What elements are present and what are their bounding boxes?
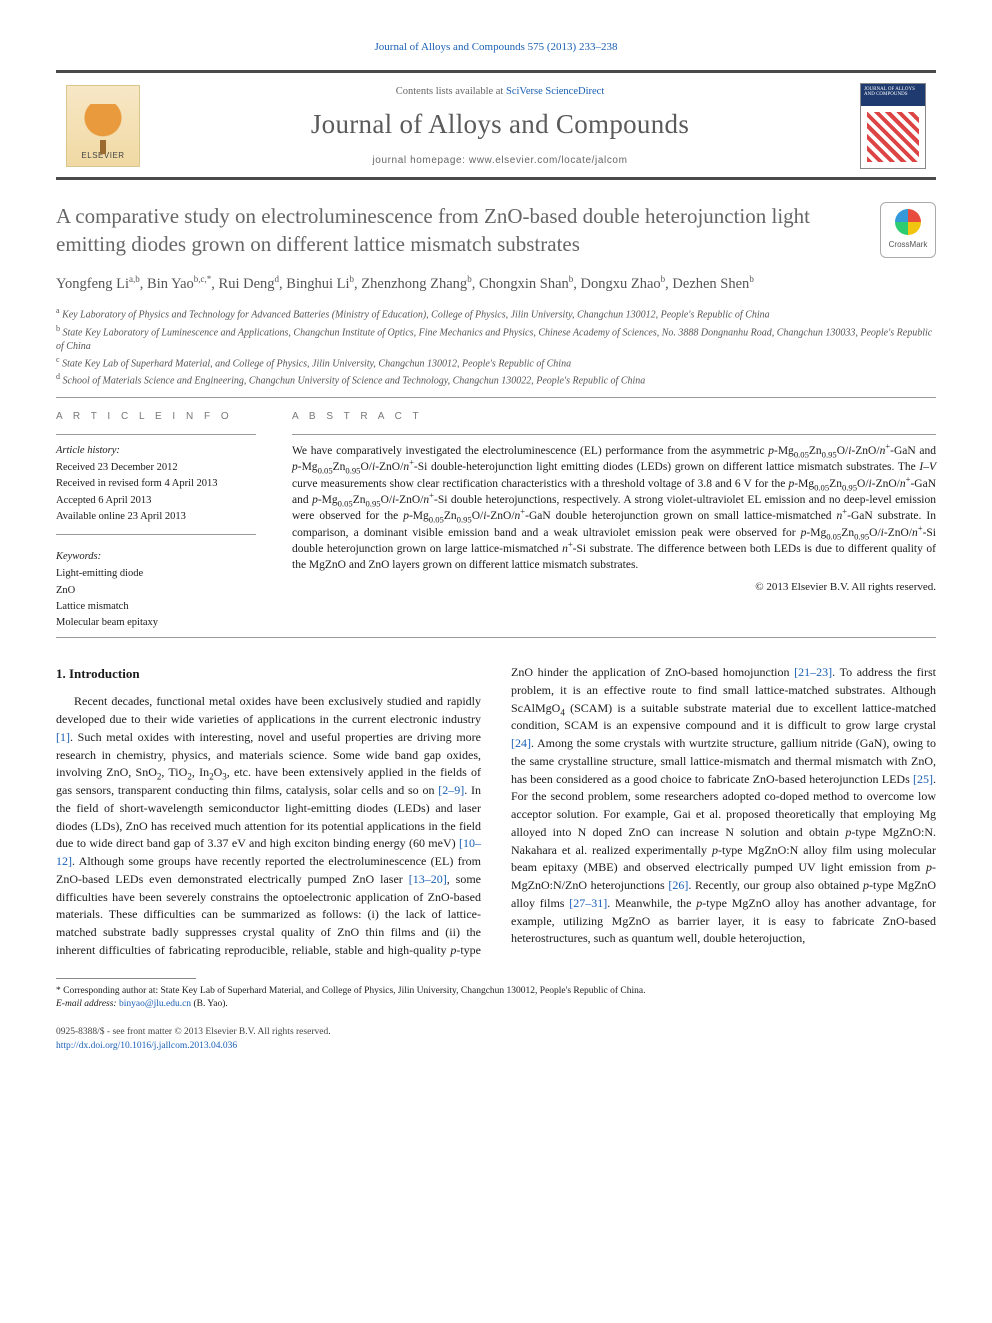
history-item: Received in revised form 4 April 2013 [56, 476, 256, 491]
homepage-prefix: journal homepage: [372, 155, 468, 166]
divider [56, 434, 256, 435]
footnotes: * Corresponding author at: State Key Lab… [56, 985, 936, 1011]
email-label: E-mail address: [56, 999, 117, 1009]
header-center: Contents lists available at SciVerse Sci… [156, 84, 844, 169]
citation-link[interactable]: Journal of Alloys and Compounds 575 (201… [375, 41, 618, 53]
authors-list: Yongfeng Lia,b, Bin Yaob,c,*, Rui Dengd,… [56, 273, 936, 296]
affiliation-c: c State Key Lab of Superhard Material, a… [56, 354, 936, 371]
cover-image-icon [867, 112, 919, 162]
contents-line: Contents lists available at SciVerse Sci… [156, 84, 844, 99]
doi-link[interactable]: http://dx.doi.org/10.1016/j.jallcom.2013… [56, 1041, 237, 1051]
history-label: Article history: [56, 443, 256, 458]
corresponding-email-link[interactable]: binyao@jlu.edu.cn [119, 999, 191, 1009]
footnote-separator [56, 978, 196, 979]
keyword-item: Light-emitting diode [56, 566, 256, 581]
abstract-text: We have comparatively investigated the e… [292, 443, 936, 574]
keywords-label: Keywords: [56, 549, 256, 564]
affiliation-b: b State Key Laboratory of Luminescence a… [56, 323, 936, 354]
keyword-item: ZnO [56, 583, 256, 598]
abstract-copyright: © 2013 Elsevier B.V. All rights reserved… [292, 580, 936, 596]
affiliation-d: d School of Materials Science and Engine… [56, 371, 936, 388]
body-two-column: 1. Introduction Recent decades, function… [56, 664, 936, 959]
crossmark-icon [895, 209, 921, 235]
issn-line: 0925-8388/$ - see front matter © 2013 El… [56, 1026, 936, 1040]
divider [56, 637, 936, 638]
history-item: Received 23 December 2012 [56, 460, 256, 475]
body-paragraph: Recent decades, functional metal oxides … [56, 664, 936, 959]
history-item: Available online 23 April 2013 [56, 509, 256, 524]
history-item: Accepted 6 April 2013 [56, 493, 256, 508]
section-heading-introduction: 1. Introduction [56, 664, 481, 683]
keywords-list: Light-emitting diode ZnO Lattice mismatc… [56, 566, 256, 630]
journal-header: ELSEVIER Contents lists available at Sci… [56, 70, 936, 180]
bottom-meta: 0925-8388/$ - see front matter © 2013 El… [56, 1026, 936, 1054]
article-title: A comparative study on electroluminescen… [56, 202, 826, 259]
info-abstract-row: A R T I C L E I N F O Article history: R… [56, 410, 936, 632]
divider [56, 534, 256, 535]
affiliation-a: a Key Laboratory of Physics and Technolo… [56, 305, 936, 322]
journal-cover-thumbnail: JOURNAL OF ALLOYS AND COMPOUNDS [860, 83, 926, 169]
divider [292, 434, 936, 435]
history-lines: Received 23 December 2012 Received in re… [56, 460, 256, 524]
article-info-column: A R T I C L E I N F O Article history: R… [56, 410, 256, 632]
homepage-line: journal homepage: www.elsevier.com/locat… [156, 154, 844, 169]
corresponding-author-note: * Corresponding author at: State Key Lab… [56, 985, 936, 998]
abstract-label: A B S T R A C T [292, 410, 936, 425]
logo-tree-icon [82, 104, 124, 150]
keyword-item: Molecular beam epitaxy [56, 615, 256, 630]
cover-title: JOURNAL OF ALLOYS AND COMPOUNDS [864, 87, 922, 98]
email-suffix: (B. Yao). [193, 999, 227, 1009]
keyword-item: Lattice mismatch [56, 599, 256, 614]
abstract-column: A B S T R A C T We have comparatively in… [292, 410, 936, 632]
crossmark-badge[interactable]: CrossMark [880, 202, 936, 258]
affiliations: a Key Laboratory of Physics and Technolo… [56, 305, 936, 388]
homepage-url: www.elsevier.com/locate/jalcom [469, 155, 628, 166]
crossmark-label: CrossMark [889, 239, 928, 251]
divider [56, 397, 936, 398]
journal-title: Journal of Alloys and Compounds [156, 105, 844, 144]
elsevier-logo: ELSEVIER [66, 85, 140, 167]
contents-prefix: Contents lists available at [396, 86, 506, 97]
email-line: E-mail address: binyao@jlu.edu.cn (B. Ya… [56, 998, 936, 1011]
sciencedirect-link[interactable]: SciVerse ScienceDirect [506, 86, 604, 97]
article-info-label: A R T I C L E I N F O [56, 410, 256, 425]
running-citation: Journal of Alloys and Compounds 575 (201… [56, 40, 936, 56]
